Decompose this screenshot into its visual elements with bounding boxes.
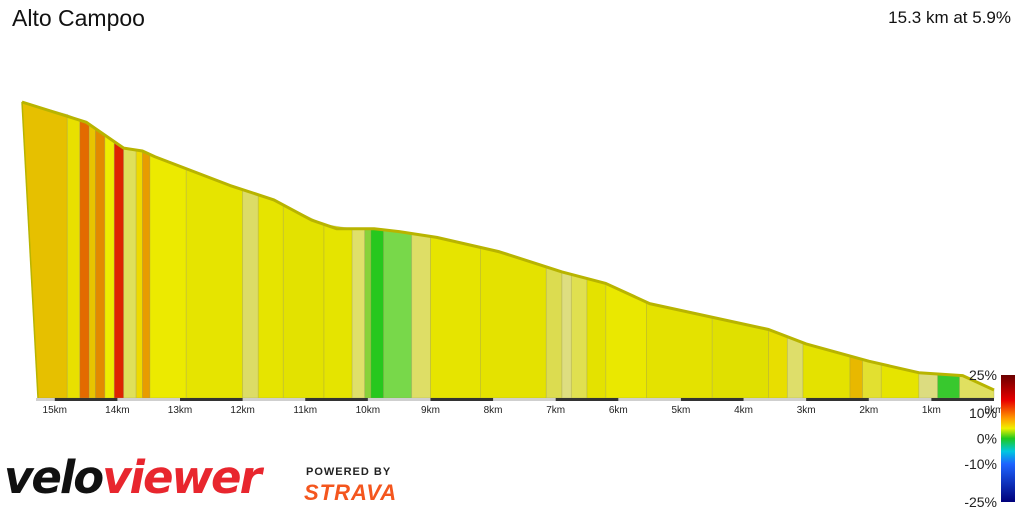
profile-left-edge (21, 101, 39, 399)
gradient-segment (480, 246, 547, 399)
x-tick-label: 6km (609, 405, 628, 416)
chart-title: Alto Campoo (12, 5, 145, 31)
gradient-segment (711, 316, 769, 399)
gradient-segment (142, 150, 151, 399)
gradient-segment (135, 149, 143, 399)
gradient-segment (862, 358, 882, 399)
gradient-segment (411, 233, 431, 399)
axis-km-stripe (806, 398, 869, 401)
gradient-segment (242, 189, 259, 399)
gradient-segment (570, 273, 588, 399)
x-tick-label: 0km (985, 405, 1004, 416)
gradient-segment (430, 235, 481, 399)
gradient-segments (21, 101, 995, 399)
x-tick-label: 7km (546, 405, 565, 416)
gradient-segment (257, 194, 284, 399)
x-tick-label: 5km (671, 405, 690, 416)
axis-km-stripe (931, 398, 994, 401)
axis-km-stripe (54, 398, 118, 401)
gradient-legend-label: 0% (977, 431, 997, 447)
x-tick-label: 15km (43, 405, 67, 416)
gradient-segment (123, 147, 137, 399)
x-tick-label: 2km (859, 405, 878, 416)
gradient-segment (586, 277, 607, 399)
profile-outline (21, 100, 995, 399)
strava-logo[interactable]: STRAVA (304, 480, 398, 505)
x-tick-label: 11km (293, 405, 317, 416)
gradient-segment (545, 266, 563, 399)
axis-km-stripe (180, 398, 243, 401)
gradient-segment (149, 153, 187, 399)
gradient-segment (918, 372, 939, 399)
gradient-segment (561, 271, 572, 399)
gradient-segment (370, 228, 384, 399)
x-tick-label: 1km (922, 405, 941, 416)
profile-line (21, 100, 995, 392)
gradient-legend-label: -10% (964, 456, 997, 472)
gradient-segment (95, 127, 106, 399)
veloviewer-logo[interactable]: veloviewer (4, 451, 262, 504)
gradient-segment (937, 373, 960, 399)
gradient-legend-label: 25% (969, 367, 997, 383)
gradient-legend: 25% 10% 0% -10% -25% (964, 367, 1015, 510)
axis-km-stripe (555, 398, 619, 401)
logo-viewer-text: viewer (102, 451, 262, 504)
gradient-segment (66, 114, 81, 399)
gradient-segment (323, 223, 353, 399)
gradient-legend-label: -25% (964, 494, 997, 510)
axis-km-stripe (430, 398, 494, 401)
x-tick-label: 3km (797, 405, 816, 416)
gradient-segment (383, 229, 413, 399)
gradient-segment (282, 204, 325, 399)
gradient-segment (768, 328, 788, 399)
axis-band (36, 398, 994, 401)
logo-velo-text: velo (4, 451, 104, 504)
gradient-segment (79, 118, 90, 399)
gradient-segment (185, 168, 244, 399)
x-tick-label: 13km (168, 405, 192, 416)
gradient-segment (364, 228, 372, 399)
gradient-legend-bar (1001, 375, 1015, 502)
x-tick-label: 4km (734, 405, 753, 416)
gradient-segment (351, 228, 366, 399)
gradient-segment (786, 336, 804, 399)
x-tick-label: 8km (484, 405, 503, 416)
x-tick-label: 9km (421, 405, 440, 416)
gradient-segment (849, 355, 863, 399)
gradient-segment (21, 101, 68, 399)
gradient-segment (113, 140, 125, 399)
distance-axis: 15km 14km 13km 12km 11km 10km 9km 8km 7km 6km 5km 4… (36, 398, 1003, 416)
x-tick-label: 10km (356, 405, 380, 416)
x-tick-label: 12km (230, 405, 254, 416)
gradient-segment (104, 134, 115, 399)
axis-km-stripe (680, 398, 744, 401)
climb-summary: 15.3 km at 5.9% (888, 8, 1011, 27)
gradient-segment (88, 123, 96, 399)
gradient-legend-label: 10% (969, 405, 997, 421)
x-tick-label: 14km (105, 405, 129, 416)
axis-km-stripe (305, 398, 368, 401)
powered-by-label: POWERED BY (306, 466, 392, 478)
